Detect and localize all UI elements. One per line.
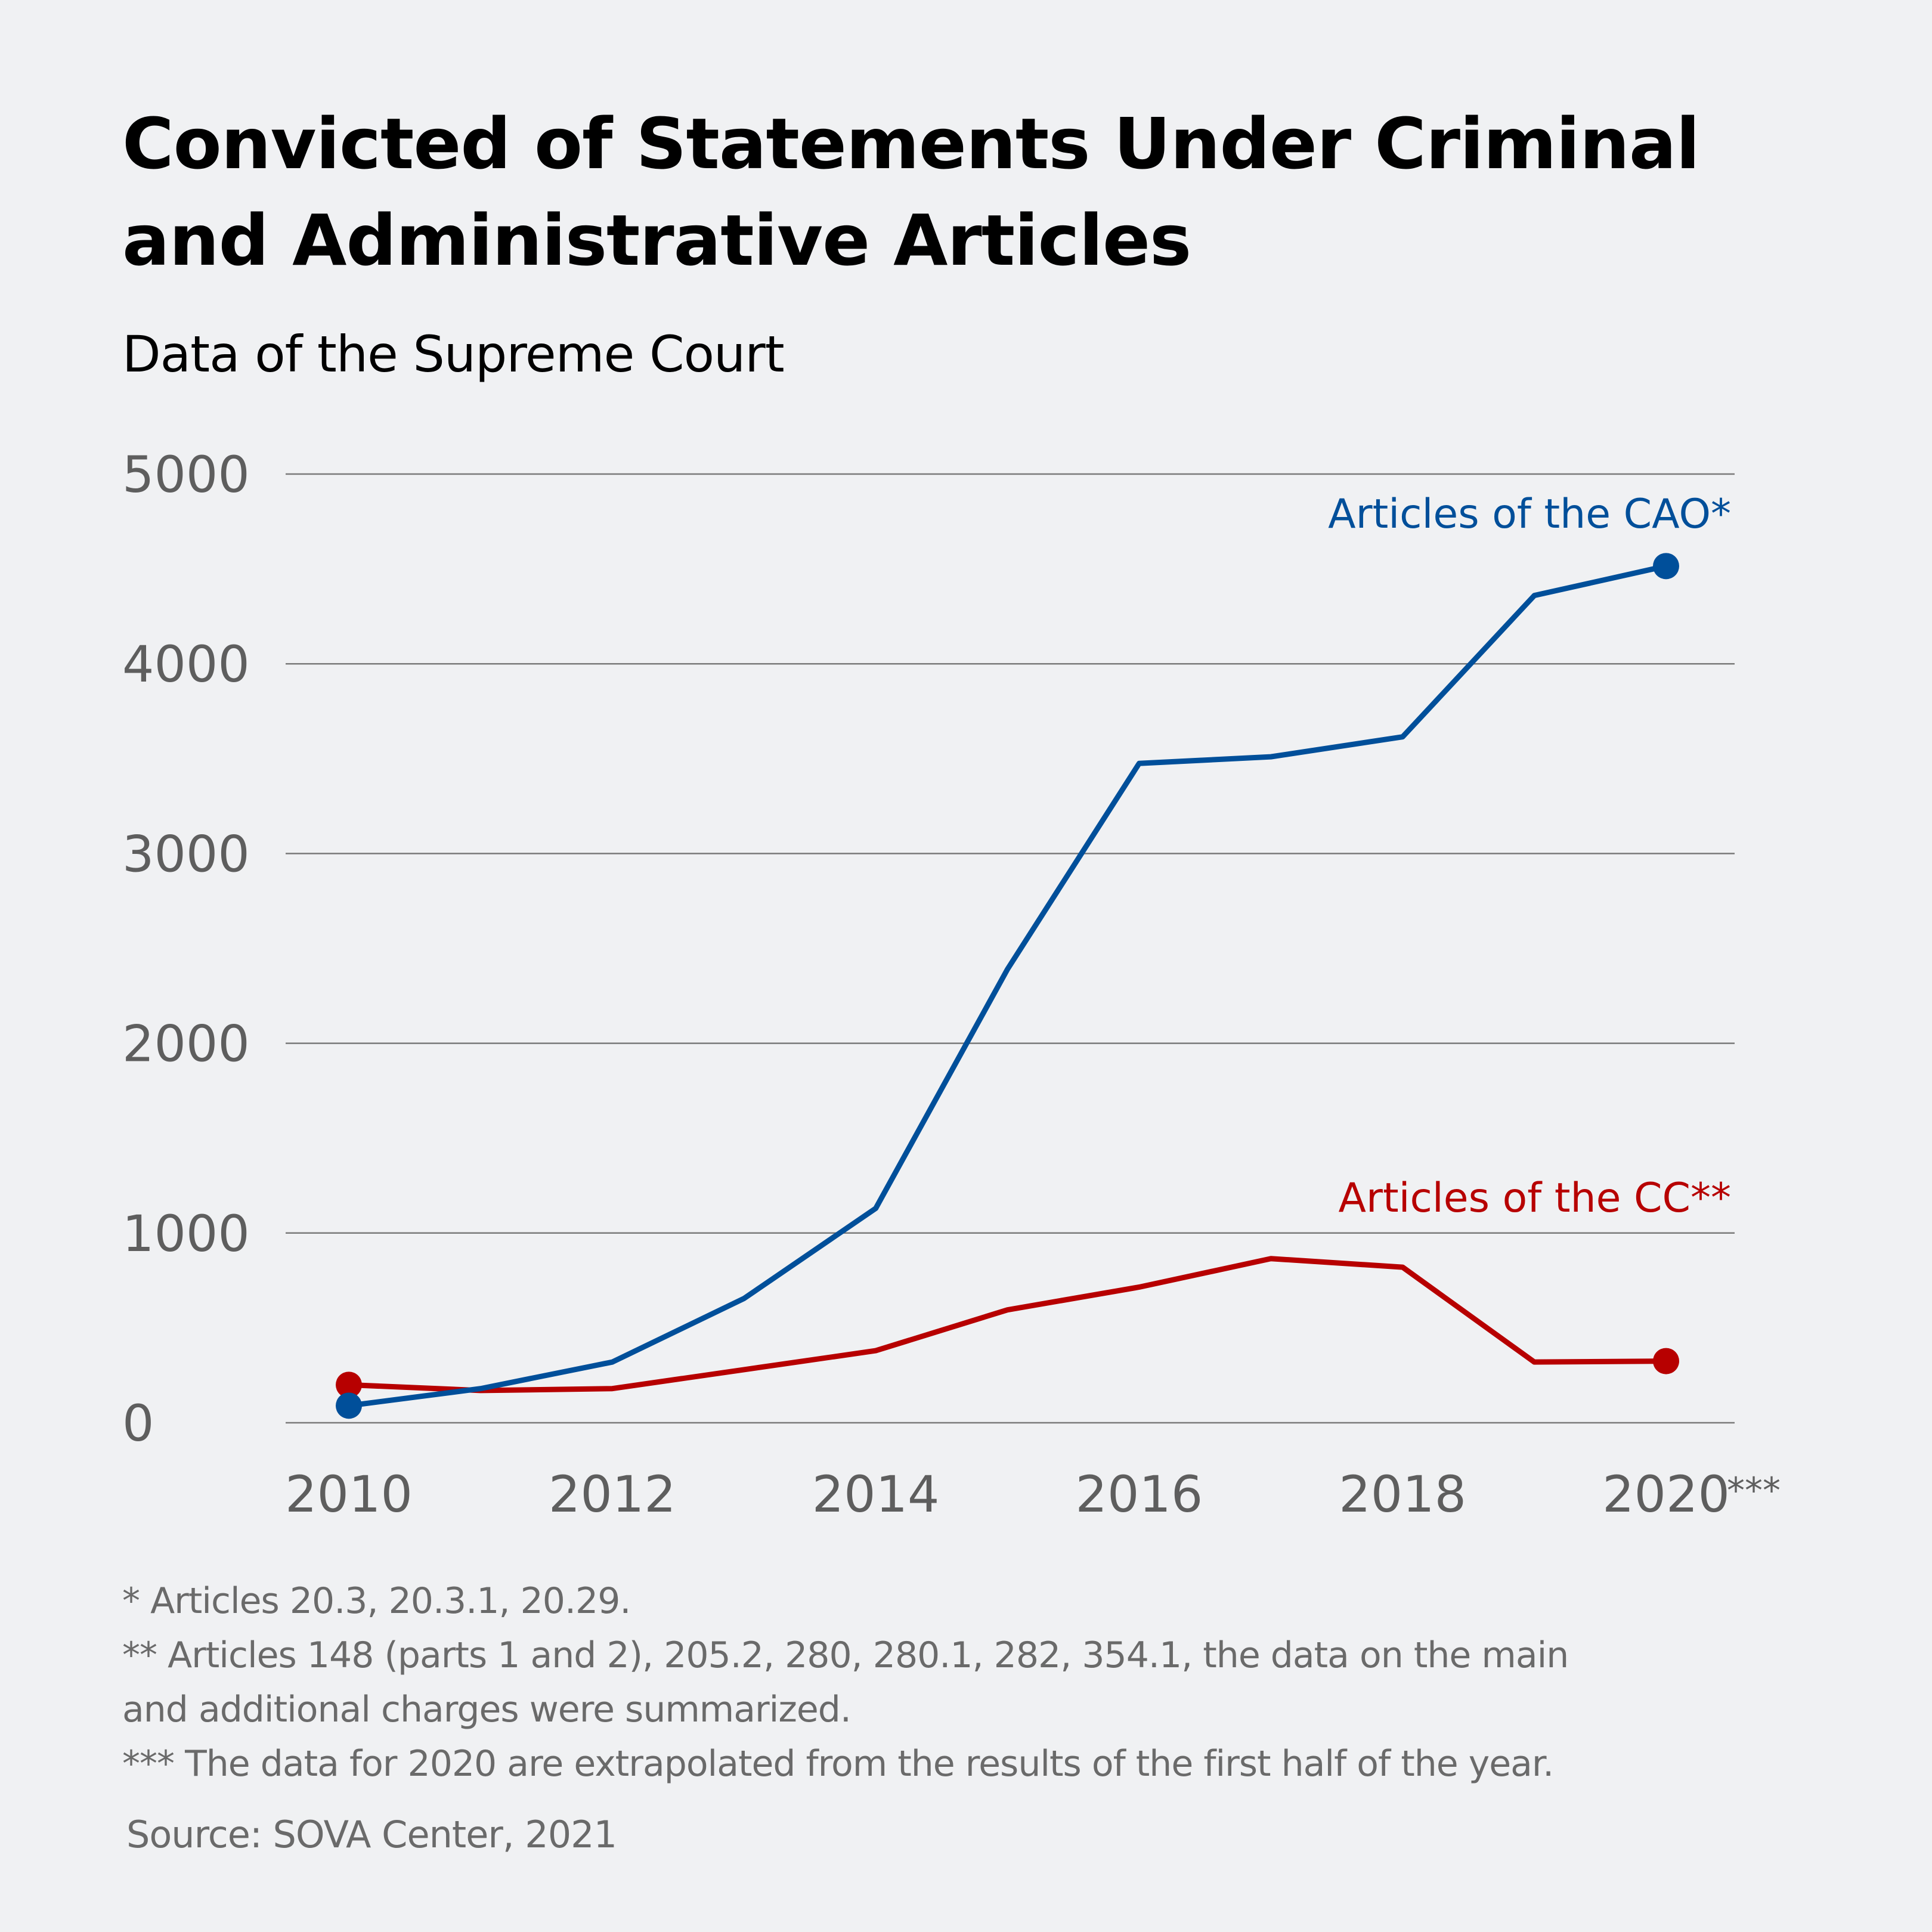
x-tick-label: 2012	[549, 1465, 676, 1524]
series-endpoint-marker	[336, 1392, 362, 1419]
x-tick-label: 2014	[812, 1465, 940, 1524]
series-labels: Articles of the CAO* Articles of the CC**	[1328, 491, 1731, 1222]
chart-title-line-2: and Administrative Articles	[122, 199, 1191, 281]
x-axis-ticks: 2010 2012 2014 2016 2018 2020***	[285, 1465, 1781, 1524]
x-tick-label: 2010	[285, 1465, 413, 1524]
series-endpoint-marker	[1653, 553, 1679, 580]
y-tick-label: 5000	[122, 445, 250, 504]
footnotes: * Articles 20.3, 20.3.1, 20.29. ** Artic…	[122, 1574, 1852, 1791]
footnote-1: * Articles 20.3, 20.3.1, 20.29.	[122, 1580, 631, 1622]
footnote-2: ** Articles 148 (parts 1 and 2), 205.2, …	[122, 1634, 1569, 1676]
y-tick-label: 1000	[122, 1205, 250, 1263]
gridlines	[286, 473, 1735, 1424]
y-tick-label: 3000	[122, 825, 250, 883]
x-tick-label: 2018	[1339, 1465, 1466, 1524]
chart-subtitle: Data of the Supreme Court	[122, 325, 785, 383]
chart-title-line-1: Convicted of Statements Under Criminal	[122, 103, 1700, 185]
series-label-cao: Articles of the CAO*	[1328, 491, 1731, 538]
x-tick-footnote-marker: ***	[1727, 1470, 1781, 1512]
series-label-cc: Articles of the CC**	[1338, 1175, 1731, 1222]
y-axis-ticks: 0 1000 2000 3000 4000 5000	[122, 445, 250, 1453]
y-tick-label: 0	[122, 1394, 154, 1453]
x-tick-label: 2020	[1602, 1465, 1730, 1524]
y-tick-label: 2000	[122, 1015, 250, 1073]
chart-title: Convicted of Statements Under Criminal a…	[122, 95, 1852, 289]
series-endpoint-marker	[336, 1371, 362, 1398]
series-line-cao	[348, 563, 1667, 1408]
footnote-3: *** The data for 2020 are extrapolated f…	[122, 1743, 1554, 1785]
series-endpoint-marker	[1653, 1348, 1679, 1374]
x-tick-label: 2016	[1076, 1465, 1203, 1524]
source-note: Source: SOVA Center, 2021	[126, 1813, 617, 1856]
series-line-cc	[348, 1256, 1667, 1394]
series	[336, 553, 1679, 1419]
y-tick-label: 4000	[122, 635, 250, 693]
footnote-2-continued: and additional charges were summarized.	[122, 1689, 852, 1730]
